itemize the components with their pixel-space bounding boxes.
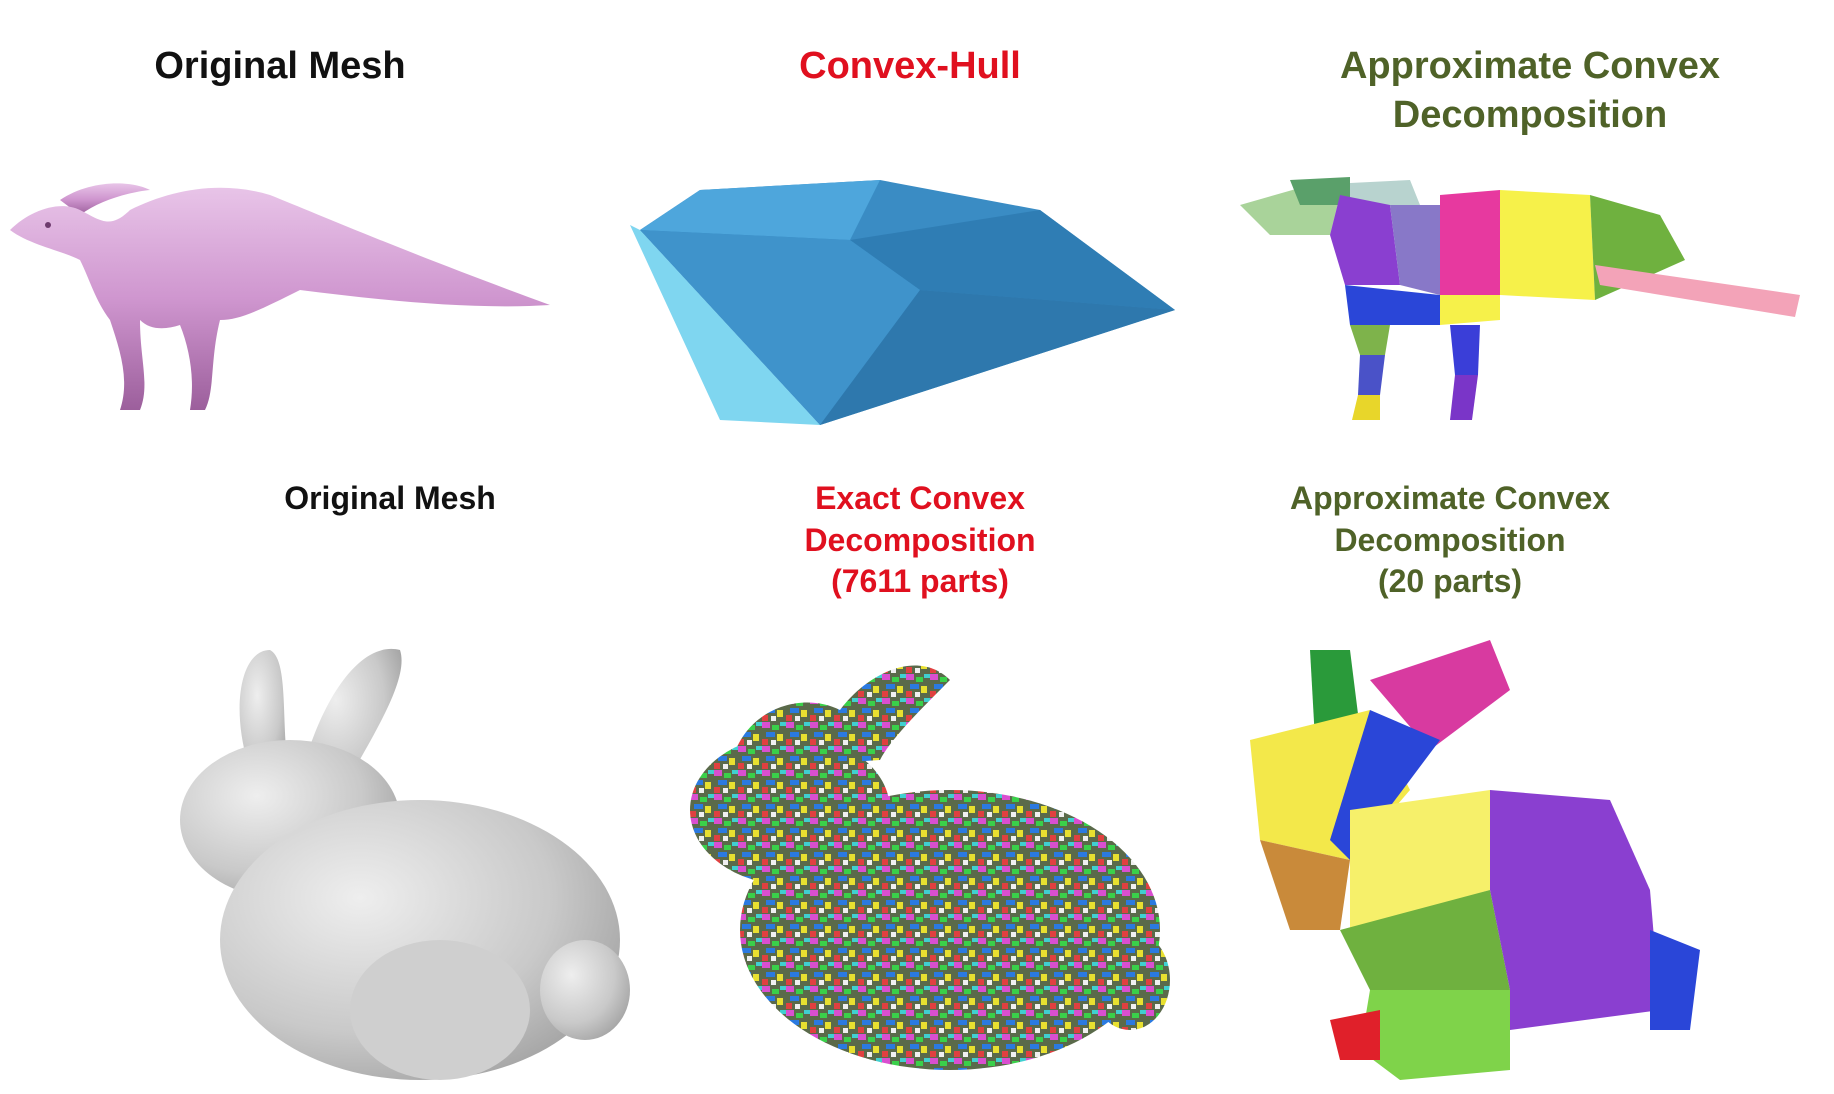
convex-hull-shape [630, 180, 1175, 425]
row2-exact-convex-label: Exact Convex Decomposition (7611 parts) [804, 480, 1036, 600]
row1-original-mesh-label: Original Mesh [154, 45, 406, 87]
bunny-acd-parts [1250, 640, 1700, 1080]
dinosaur-acd-parts [1240, 177, 1800, 420]
dinosaur-original-mesh [10, 183, 550, 410]
row2-original-mesh-label: Original Mesh [284, 480, 496, 516]
row2-acd-label: Approximate Convex Decomposition (20 par… [1289, 480, 1611, 600]
bunny-exact-decomposition [690, 665, 1170, 1070]
row1-acd-label: Approximate Convex Decomposition [1339, 45, 1721, 137]
row1-convex-hull-label: Convex-Hull [799, 45, 1021, 87]
bunny-original-mesh [180, 648, 630, 1080]
